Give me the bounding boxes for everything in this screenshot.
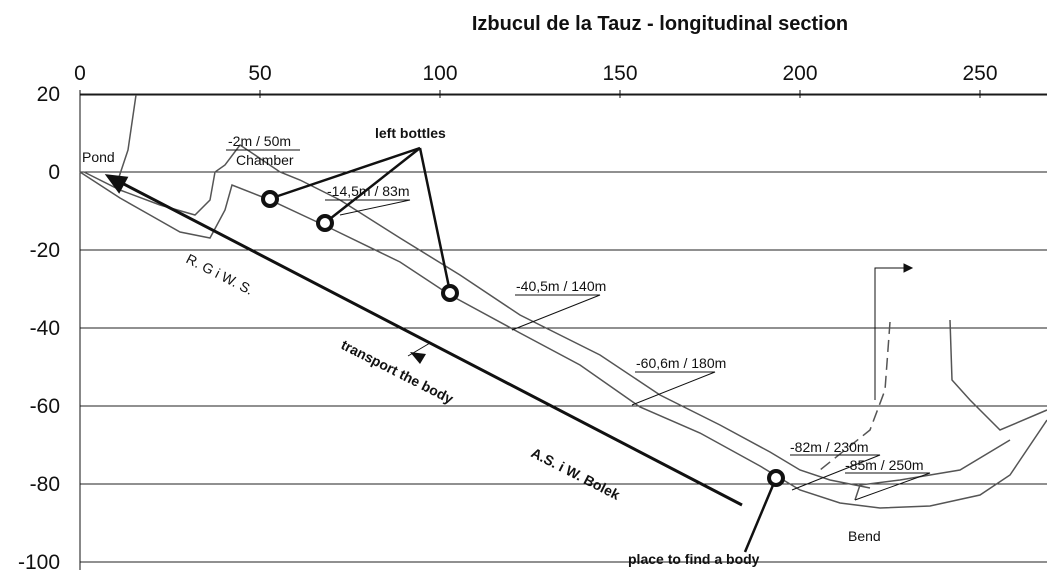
cave-floor bbox=[79, 171, 1047, 509]
title: Izbucul de la Tauz - longitudinal sectio… bbox=[472, 13, 848, 35]
x-tick-label: 50 bbox=[248, 62, 271, 85]
bottle-lines bbox=[271, 146, 778, 553]
entrance-wall bbox=[117, 94, 137, 181]
leader bbox=[845, 472, 931, 501]
y-tick-label: -40 bbox=[30, 317, 60, 340]
y-tick-label: -20 bbox=[30, 239, 60, 262]
y-tick-label: 0 bbox=[48, 161, 60, 184]
bottles bbox=[261, 190, 785, 487]
x-tick-label: 0 bbox=[74, 62, 86, 85]
shaft-right bbox=[949, 319, 1047, 431]
x-tick-label: 150 bbox=[602, 62, 637, 85]
label: -2m / 50m bbox=[228, 133, 291, 149]
x-tick-label: 100 bbox=[422, 62, 457, 85]
label: Chamber bbox=[236, 152, 294, 168]
leader bbox=[790, 454, 881, 491]
y-tick-label: -80 bbox=[30, 473, 60, 496]
label: place to find a body bbox=[628, 551, 760, 567]
y-tick-label: -100 bbox=[18, 551, 60, 570]
x-tick-label: 200 bbox=[782, 62, 817, 85]
y-tick-label: -60 bbox=[30, 395, 60, 418]
label: Bend bbox=[848, 528, 881, 544]
label: -60,6m / 180m bbox=[636, 355, 726, 371]
label: left bottles bbox=[375, 125, 446, 141]
label: -40,5m / 140m bbox=[516, 278, 606, 294]
arrowhead bbox=[903, 263, 914, 273]
leader bbox=[631, 371, 716, 406]
label: A.S. i W. Bolek bbox=[529, 444, 623, 502]
cave-profile bbox=[79, 94, 1047, 509]
label: -82m / 230m bbox=[790, 439, 869, 455]
grid bbox=[80, 93, 1047, 563]
y-tick-label: 20 bbox=[37, 83, 60, 106]
label: -14,5m / 83m bbox=[327, 183, 409, 199]
cave-ceiling bbox=[83, 143, 871, 489]
label: -85m / 250m bbox=[845, 457, 924, 473]
leader bbox=[511, 294, 601, 331]
label: Pond bbox=[82, 149, 115, 165]
label: R. G i W. S. bbox=[184, 250, 256, 297]
transport-arrow bbox=[104, 174, 743, 507]
exit-arrow bbox=[874, 267, 910, 400]
side-passage bbox=[854, 439, 1011, 501]
x-tick-label: 250 bbox=[962, 62, 997, 85]
